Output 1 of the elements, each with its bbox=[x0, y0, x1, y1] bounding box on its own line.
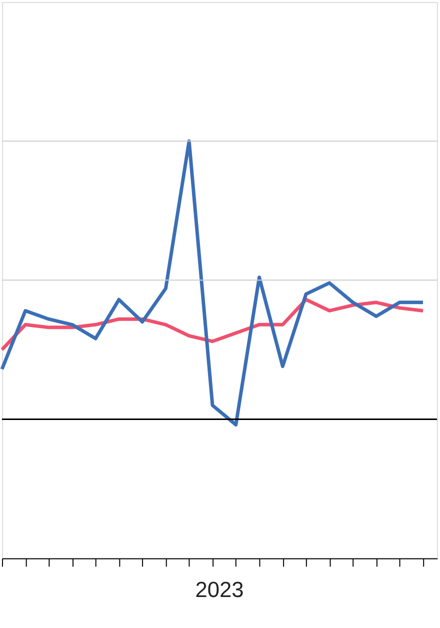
text: 2023 bbox=[195, 576, 244, 602]
